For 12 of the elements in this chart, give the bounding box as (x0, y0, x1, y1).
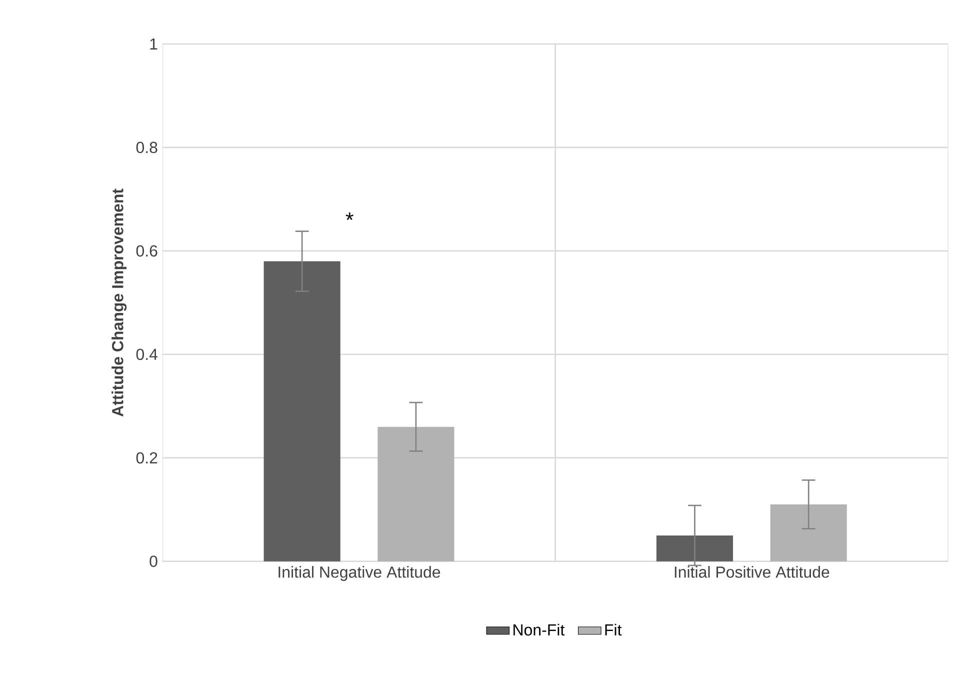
annotation: * (346, 212, 354, 220)
x-tick-label: Initial Negative Attitude (278, 566, 440, 581)
legend-label: Non-Fit (514, 624, 565, 636)
legend-label: Fit (605, 624, 622, 636)
y-tick-label: 0.2 (136, 452, 158, 464)
y-tick-label: 0.4 (136, 348, 158, 360)
y-tick-label: 0 (150, 556, 158, 567)
y-axis-title: Attitude Change Improvement (112, 188, 127, 416)
y-tick-label: 1 (150, 38, 158, 50)
x-tick-label: Initial Positive Attitude (674, 566, 830, 578)
y-tick-label: 0.8 (136, 142, 158, 154)
y-tick-label: 0.6 (136, 245, 158, 257)
